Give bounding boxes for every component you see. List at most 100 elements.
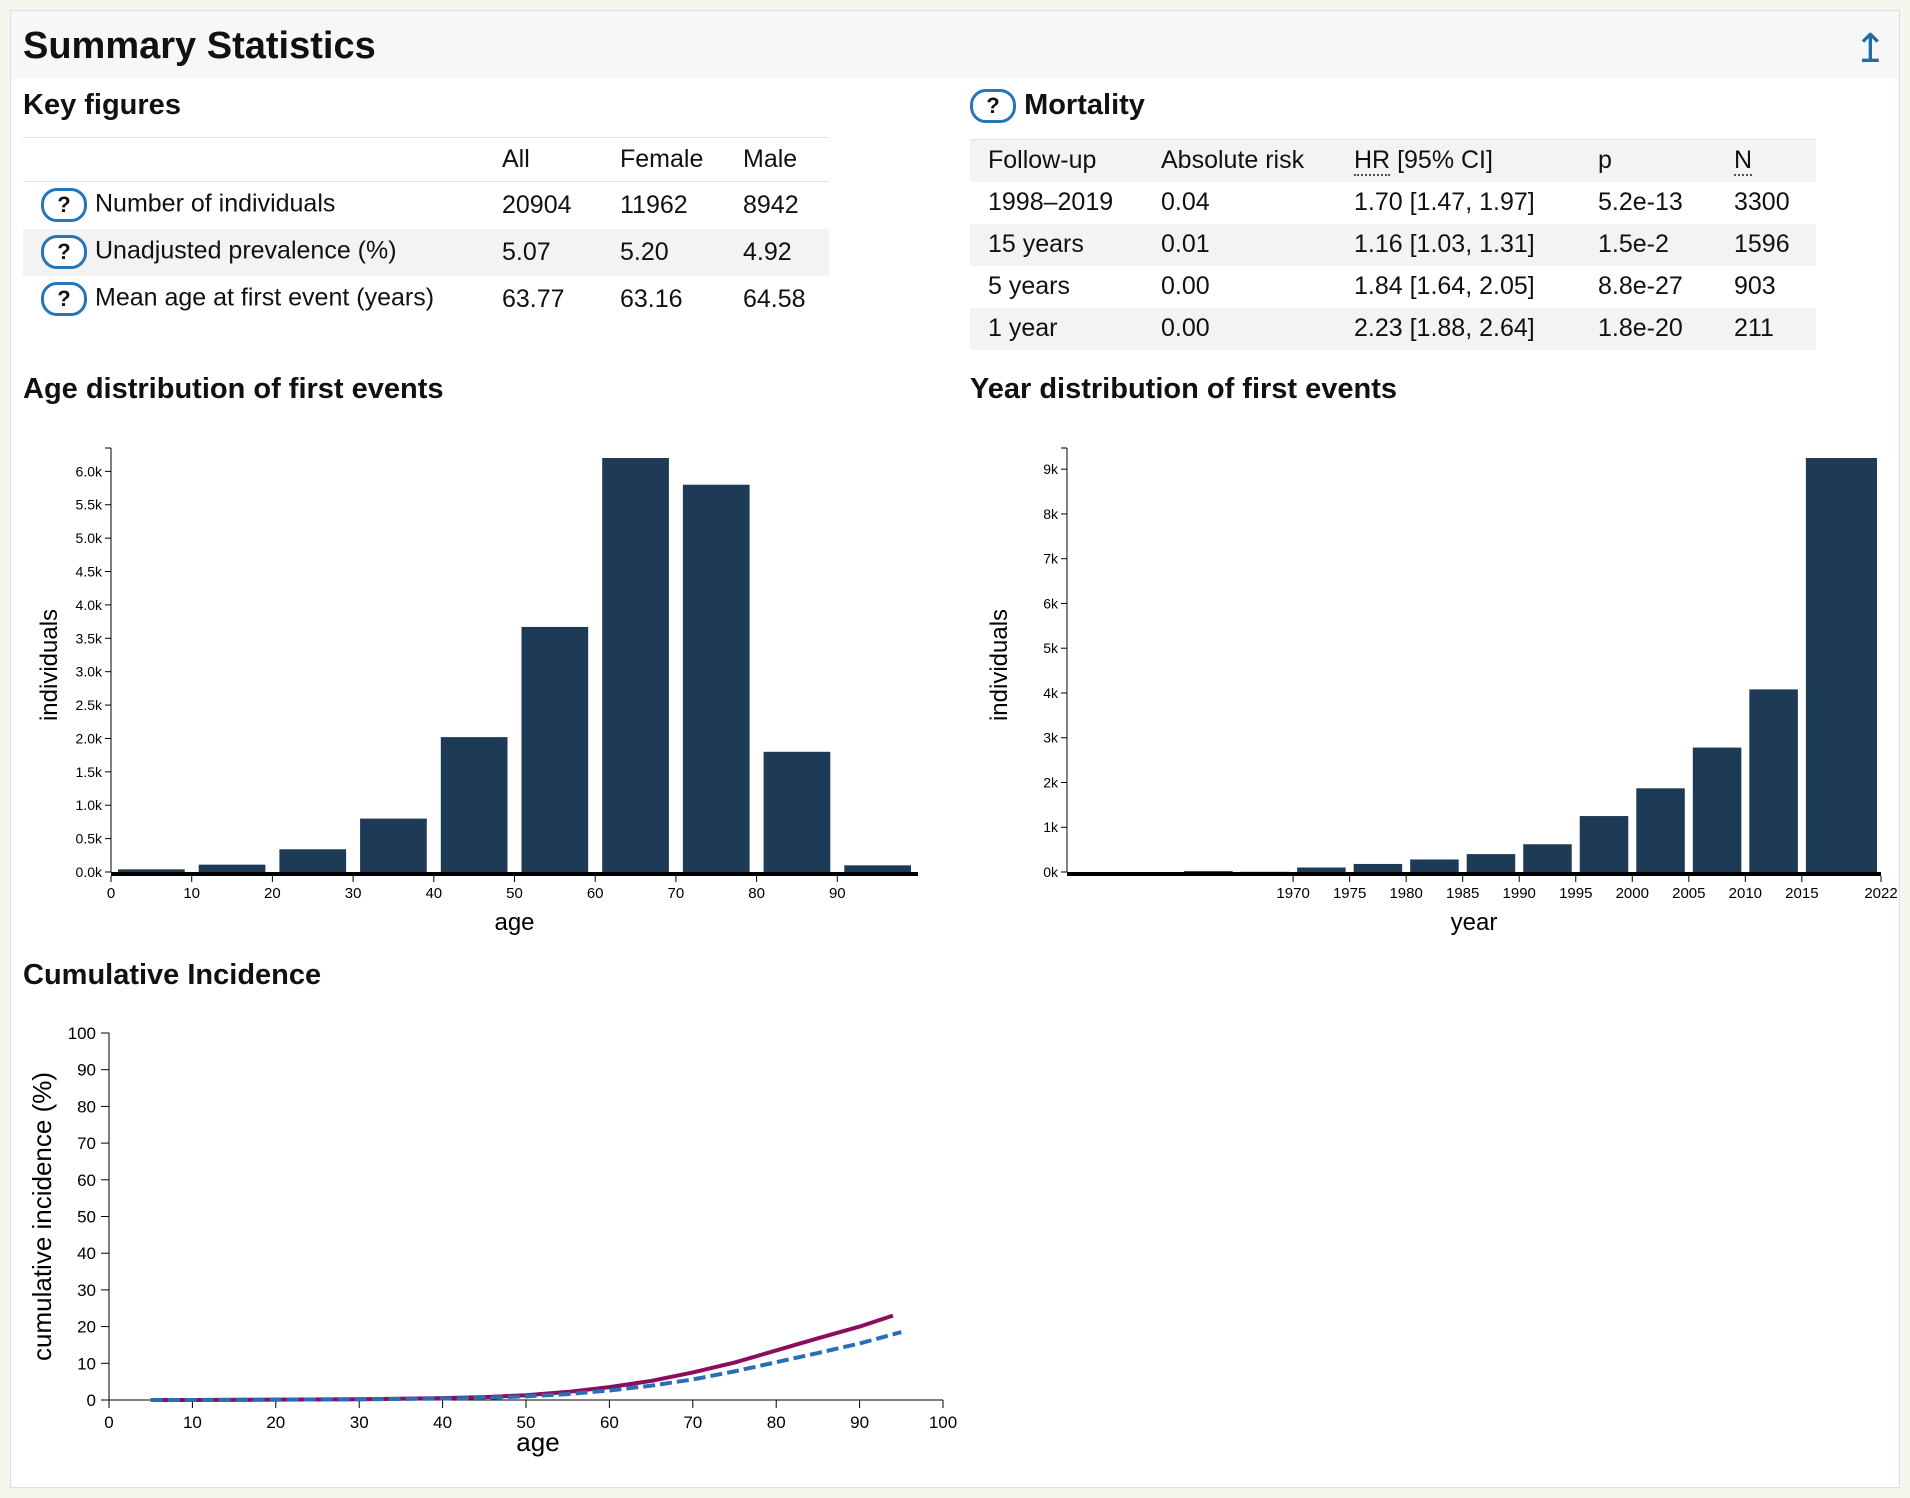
cell-absolute-risk: 0.04 — [1161, 188, 1210, 216]
y-tick-label: 3.0k — [76, 664, 103, 680]
x-tick-label: 1990 — [1503, 885, 1536, 902]
x-tick-label: 70 — [683, 1413, 702, 1432]
cell-female: 11962 — [620, 190, 688, 219]
bar — [1749, 689, 1798, 872]
y-tick-label: 60 — [77, 1171, 96, 1190]
n-abbr[interactable]: N — [1734, 146, 1753, 177]
column-header-followup: Follow-up — [988, 146, 1097, 175]
x-tick-label: 1975 — [1333, 885, 1366, 902]
x-tick-label: 90 — [829, 885, 846, 902]
y-tick-label: 100 — [68, 1024, 96, 1043]
table-row: 15 years 0.01 1.16 [1.03, 1.31] 1.5e-2 1… — [970, 223, 1816, 266]
key-figures-title: Key figures — [23, 89, 181, 121]
cell-female: 63.16 — [620, 284, 683, 313]
bar — [118, 869, 185, 872]
table-row: 1 year 0.00 2.23 [1.88, 2.64] 1.8e-20 21… — [970, 307, 1816, 350]
cell-male: 64.58 — [743, 284, 806, 313]
mortality-table: Follow-up Absolute risk HR [95% CI] p N … — [970, 139, 1816, 350]
bar — [1805, 458, 1877, 872]
table-row: ? Unadjusted prevalence (%) 5.07 5.20 4.9… — [23, 228, 829, 276]
cell-p: 8.8e-27 — [1598, 272, 1683, 300]
x-tick-label: 0 — [104, 1413, 113, 1432]
help-icon[interactable]: ? — [970, 89, 1016, 124]
cell-p: 5.2e-13 — [1598, 188, 1683, 216]
column-header — [23, 138, 502, 182]
x-tick-label: 70 — [668, 885, 685, 902]
cell-all: 63.77 — [502, 284, 565, 313]
y-tick-label: 0 — [87, 1391, 96, 1410]
x-tick-label: 10 — [183, 1413, 202, 1432]
bar — [1297, 867, 1346, 872]
y-tick-label: 4.0k — [76, 597, 103, 613]
bar — [360, 818, 427, 872]
cell-followup: 1998–2019 — [988, 188, 1114, 216]
cell-absolute-risk: 0.00 — [1161, 272, 1210, 300]
x-tick-label: 80 — [767, 1413, 786, 1432]
x-tick-label: 1970 — [1276, 885, 1309, 902]
hr-abbr[interactable]: HR — [1354, 146, 1391, 177]
year-distribution-chart: 0k 1k 2k 3k 4k 5k 6k 7k 8k 9k 1970 1975 1980 1985 1990… — [986, 447, 1898, 936]
x-tick-label: 2005 — [1672, 885, 1705, 902]
series-line-female — [150, 1313, 894, 1402]
column-header-female: Female — [620, 145, 704, 173]
x-tick-label: 50 — [506, 885, 523, 902]
bar — [844, 865, 911, 872]
bar — [1184, 871, 1233, 872]
x-tick-label: 100 — [929, 1413, 957, 1432]
cell-all: 5.07 — [502, 237, 551, 266]
y-tick-label: 1k — [1043, 819, 1059, 835]
mortality-header-row: Follow-up Absolute risk HR [95% CI] p N — [970, 139, 1816, 182]
arrow-up-icon[interactable]: ↥ — [1853, 27, 1887, 71]
bar — [279, 849, 347, 872]
summary-statistics-card: Summary Statistics ↥ Key figures All Fem… — [10, 10, 1900, 1488]
bar — [1466, 854, 1516, 872]
bar — [602, 458, 669, 872]
y-tick-label: 6.0k — [76, 463, 103, 479]
table-row: 1998–2019 0.04 1.70 [1.47, 1.97] 5.2e-13… — [970, 182, 1816, 224]
x-tick-label: 2015 — [1785, 885, 1818, 902]
x-tick-label: 80 — [748, 885, 765, 902]
key-figures-table: All Female Male ? Number of individuals 2… — [23, 137, 829, 323]
x-tick-label: 60 — [600, 1413, 619, 1432]
row-label: Number of individuals — [95, 189, 336, 218]
x-tick-label: 2000 — [1616, 885, 1649, 902]
x-tick-label: 1980 — [1389, 885, 1422, 902]
y-tick-label: 1.0k — [76, 797, 103, 813]
cell-n: 3300 — [1734, 188, 1790, 216]
help-icon[interactable]: ? — [41, 188, 87, 223]
bar — [198, 864, 266, 872]
help-icon[interactable]: ? — [41, 235, 87, 269]
column-header-p: p — [1598, 146, 1612, 175]
bar — [1579, 816, 1629, 872]
age-distribution-chart: 0.0k 0.5k 1.0k 1.5k 2.0k 2.5k 3.0k 3.5k 4.0k 4.5k… — [36, 447, 918, 936]
table-row: 5 years 0.00 1.84 [1.64, 2.05] 8.8e-27 9… — [970, 266, 1816, 308]
bar — [1410, 859, 1459, 872]
x-axis-label: age — [494, 909, 534, 936]
row-label: Mean age at first event (years) — [95, 283, 435, 312]
cell-hr: 1.70 [1.47, 1.97] — [1354, 188, 1535, 216]
cell-male: 8942 — [743, 190, 799, 219]
table-row: ? Number of individuals 20904 11962 8942 — [23, 182, 829, 229]
x-tick-label: 40 — [425, 885, 442, 902]
column-header-hr: HR [95% CI] — [1336, 140, 1580, 182]
cell-n: 1596 — [1734, 230, 1790, 258]
y-tick-label: 30 — [77, 1281, 96, 1300]
y-tick-label: 3k — [1043, 730, 1059, 746]
x-axis-label: year — [1451, 909, 1498, 936]
y-tick-label: 10 — [77, 1354, 96, 1373]
bar — [1636, 788, 1685, 872]
help-icon[interactable]: ? — [41, 282, 87, 316]
x-tick-label: 1995 — [1559, 885, 1592, 902]
y-tick-label: 8k — [1043, 506, 1059, 522]
y-tick-label: 0k — [1043, 864, 1059, 880]
row-label: Unadjusted prevalence (%) — [95, 236, 397, 265]
mortality-heading: ? Mortality — [970, 89, 1145, 124]
x-tick-label: 30 — [345, 885, 362, 902]
x-tick-label: 1985 — [1446, 885, 1479, 902]
cell-hr: 1.16 [1.03, 1.31] — [1354, 230, 1535, 258]
series-line-male — [150, 1330, 902, 1402]
y-tick-label: 5.0k — [76, 530, 103, 546]
header-bar: Summary Statistics ↥ — [11, 11, 1899, 79]
column-header-absolute-risk: Absolute risk — [1161, 146, 1305, 175]
y-tick-label: 3.5k — [76, 630, 103, 646]
